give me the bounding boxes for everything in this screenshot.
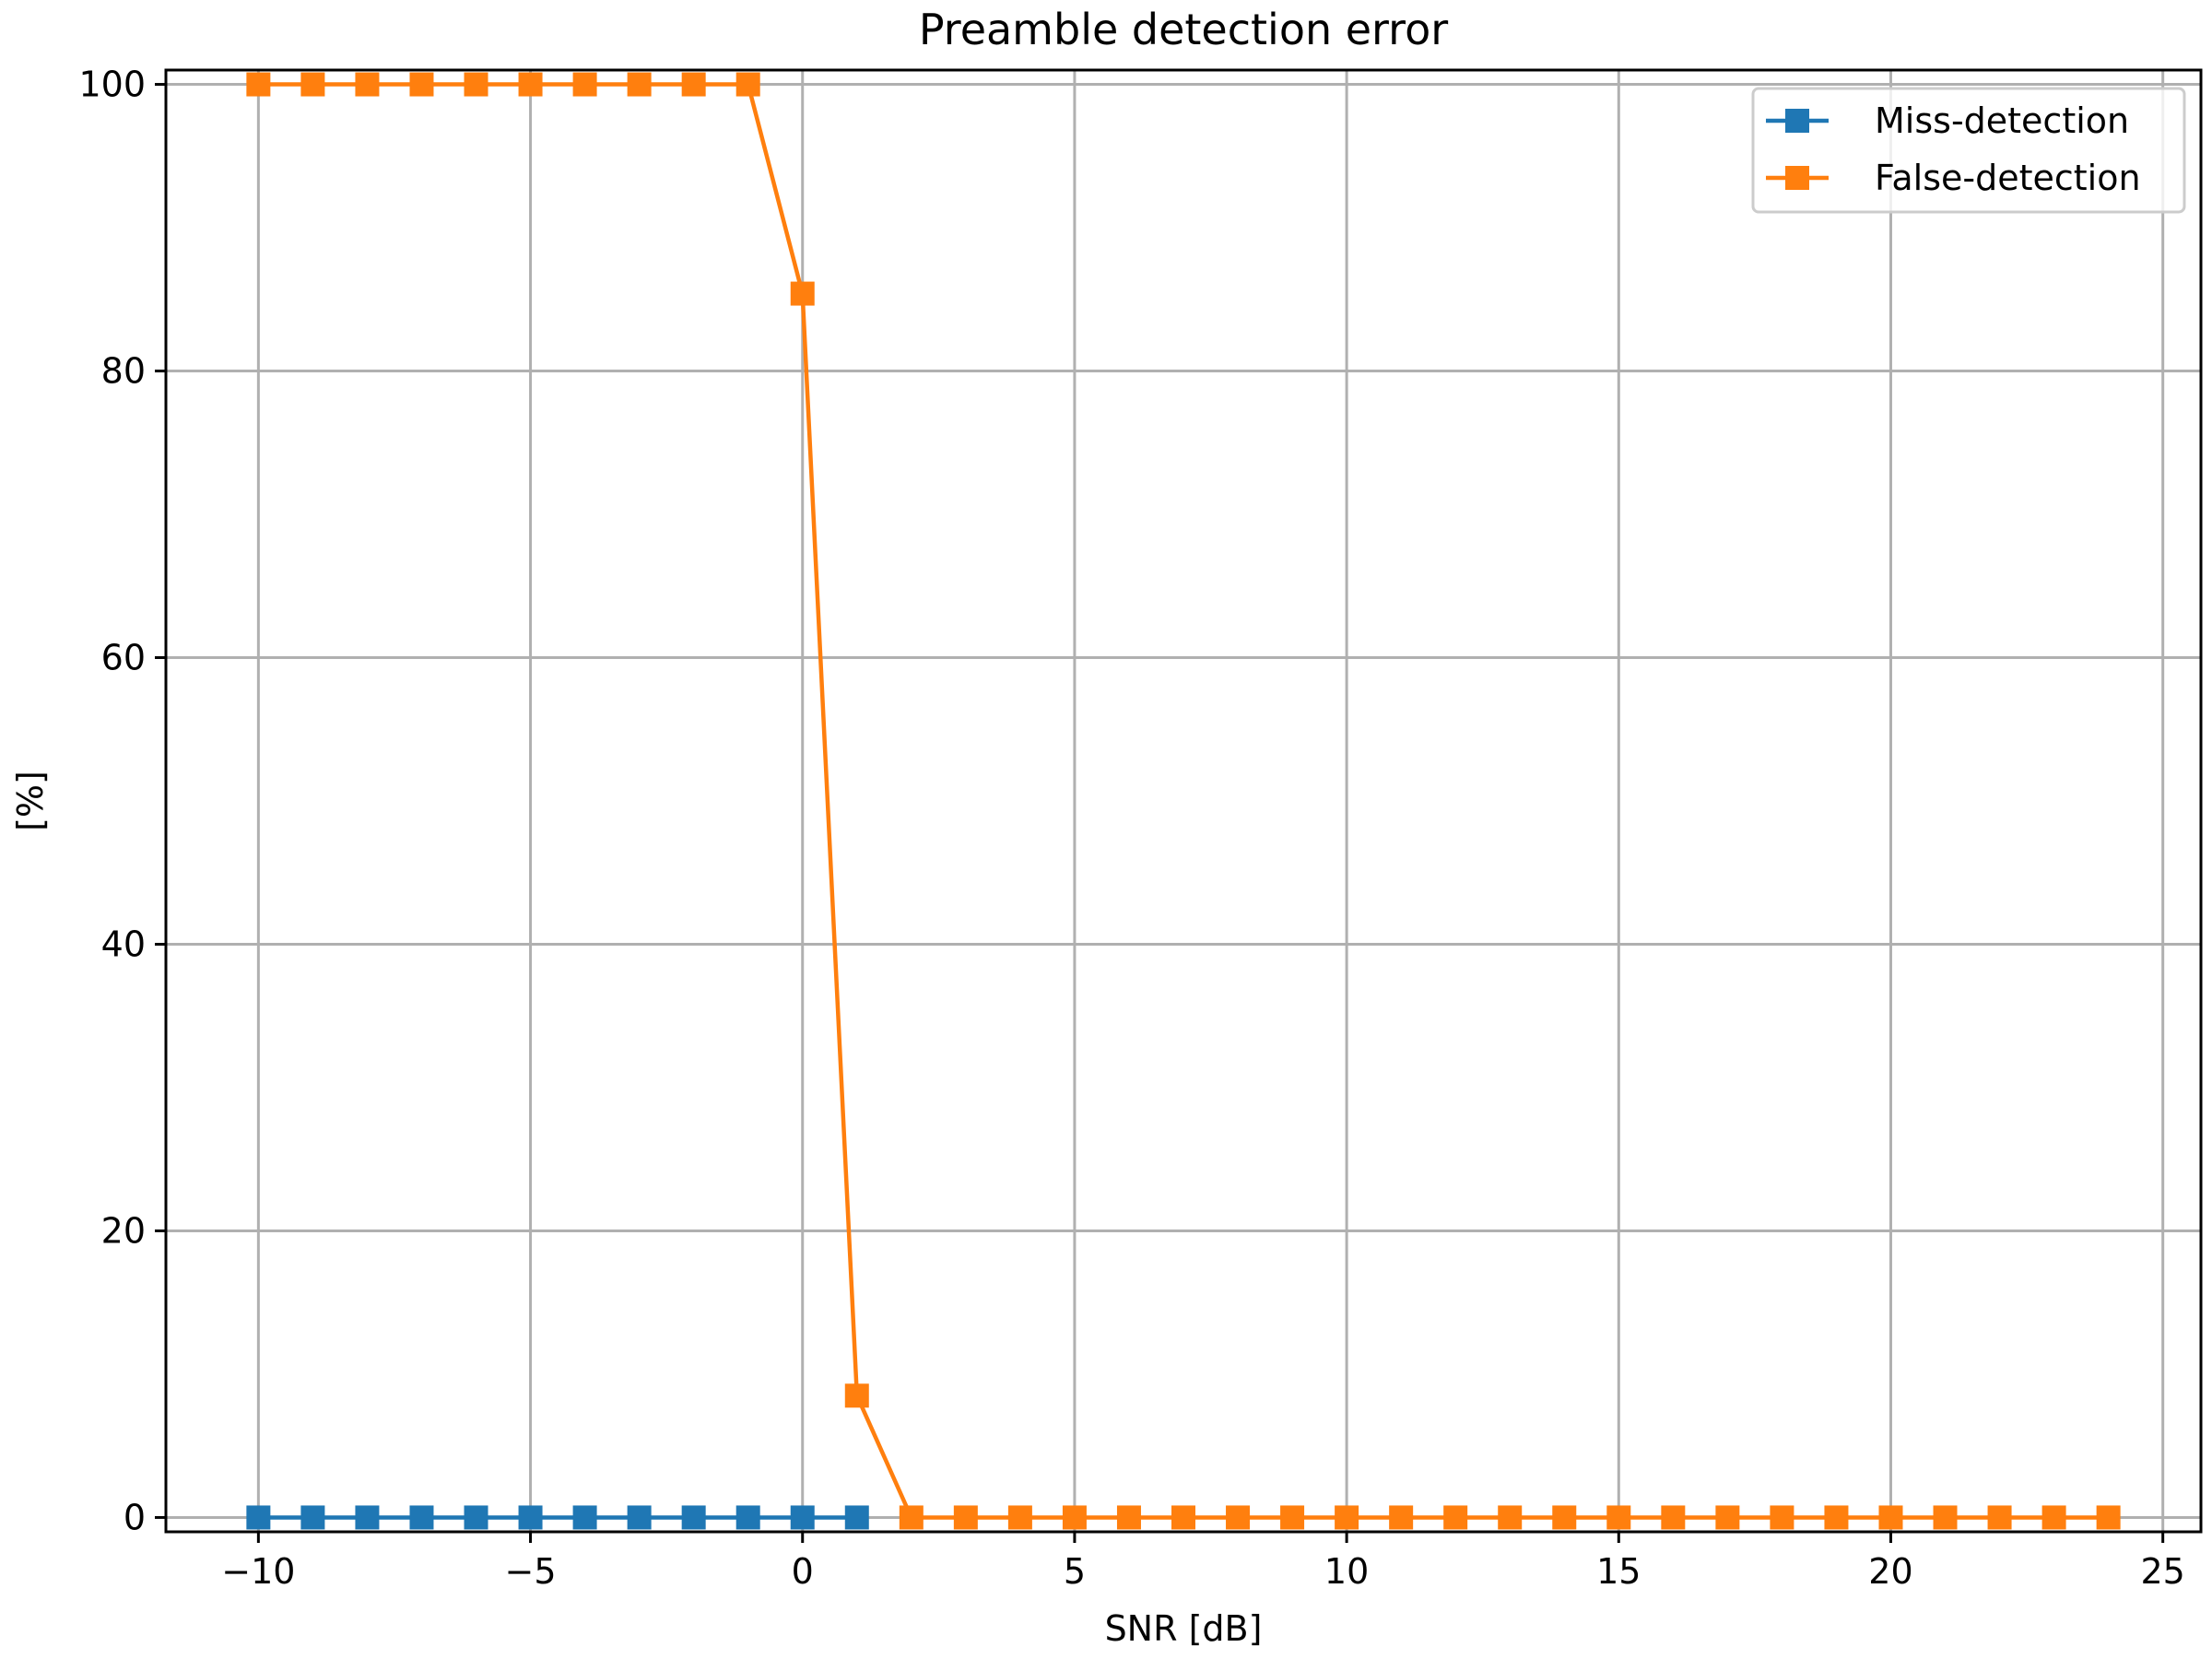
data-point — [409, 1505, 434, 1530]
legend-marker — [1785, 109, 1809, 133]
data-point — [899, 1505, 924, 1530]
data-point — [1389, 1505, 1414, 1530]
legend-label: False-detection — [1875, 158, 2141, 198]
x-tick-label: 0 — [792, 1551, 814, 1592]
data-point — [464, 1505, 488, 1530]
data-point — [627, 72, 652, 97]
series-2 — [246, 72, 2121, 1530]
y-tick-label: 20 — [101, 1210, 146, 1251]
data-point — [409, 72, 434, 97]
data-point — [1878, 1505, 1903, 1530]
plot-frame — [164, 68, 2203, 1534]
legend-label: Miss-detection — [1875, 100, 2129, 141]
x-axis-label: SNR [dB] — [1105, 1608, 1263, 1649]
data-point — [2096, 1505, 2121, 1530]
data-point — [1824, 1505, 1849, 1530]
data-point — [1987, 1505, 2012, 1530]
x-tick-label: 10 — [1324, 1551, 1369, 1592]
data-point — [1933, 1505, 1958, 1530]
series-1 — [246, 1505, 869, 1530]
data-point — [1715, 1505, 1740, 1530]
y-axis-label: [%] — [10, 771, 51, 831]
data-point — [1280, 1505, 1305, 1530]
data-point — [300, 1505, 325, 1530]
data-point — [681, 72, 706, 97]
legend-marker — [1785, 166, 1809, 190]
y-tick-label: 0 — [124, 1497, 146, 1537]
grid-lines — [166, 70, 2201, 1532]
data-point — [300, 72, 325, 97]
data-point — [1606, 1505, 1631, 1530]
data-point — [844, 1383, 869, 1408]
data-point — [355, 72, 380, 97]
data-point — [518, 1505, 543, 1530]
data-point — [681, 1505, 706, 1530]
data-point — [246, 1505, 271, 1530]
data-point — [1661, 1505, 1686, 1530]
series-layer — [246, 72, 2121, 1530]
y-tick-label: 100 — [78, 65, 146, 105]
legend: Miss-detection False-detection — [1751, 87, 2186, 214]
data-point — [1443, 1505, 1468, 1530]
legend-box — [1751, 87, 2186, 214]
data-point — [2041, 1505, 2066, 1530]
data-point — [1498, 1505, 1523, 1530]
data-point — [1116, 1505, 1141, 1530]
data-point — [790, 1505, 815, 1530]
data-point — [735, 1505, 760, 1530]
x-tick-label: 20 — [1868, 1551, 1912, 1592]
data-point — [1226, 1505, 1251, 1530]
x-tick-label: 25 — [2140, 1551, 2184, 1592]
data-point — [246, 72, 271, 97]
data-point — [1335, 1505, 1359, 1530]
data-point — [572, 72, 597, 97]
data-point — [1171, 1505, 1195, 1530]
data-point — [464, 72, 488, 97]
data-point — [627, 1505, 652, 1530]
data-point — [1062, 1505, 1087, 1530]
x-tick-label: −10 — [221, 1551, 295, 1592]
data-point — [355, 1505, 380, 1530]
data-point — [518, 72, 543, 97]
x-tick-label: 15 — [1596, 1551, 1641, 1592]
x-tick-label: −5 — [505, 1551, 557, 1592]
y-tick-label: 60 — [101, 638, 146, 678]
data-point — [1770, 1505, 1794, 1530]
y-tick-label: 40 — [101, 924, 146, 964]
data-point — [953, 1505, 978, 1530]
data-point — [572, 1505, 597, 1530]
chart-title: Preamble detection error — [919, 5, 1448, 54]
data-point — [735, 72, 760, 97]
data-point — [844, 1505, 869, 1530]
axis-ticks: −10 −5 0 5 10 15 20 25 0 20 40 60 80 100 — [78, 65, 2184, 1592]
data-point — [1552, 1505, 1577, 1530]
y-tick-label: 80 — [101, 351, 146, 392]
data-point — [790, 281, 815, 306]
data-point — [1007, 1505, 1032, 1530]
x-tick-label: 5 — [1064, 1551, 1086, 1592]
